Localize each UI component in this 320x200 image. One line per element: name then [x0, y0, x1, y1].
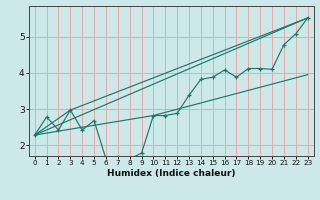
X-axis label: Humidex (Indice chaleur): Humidex (Indice chaleur): [107, 169, 236, 178]
